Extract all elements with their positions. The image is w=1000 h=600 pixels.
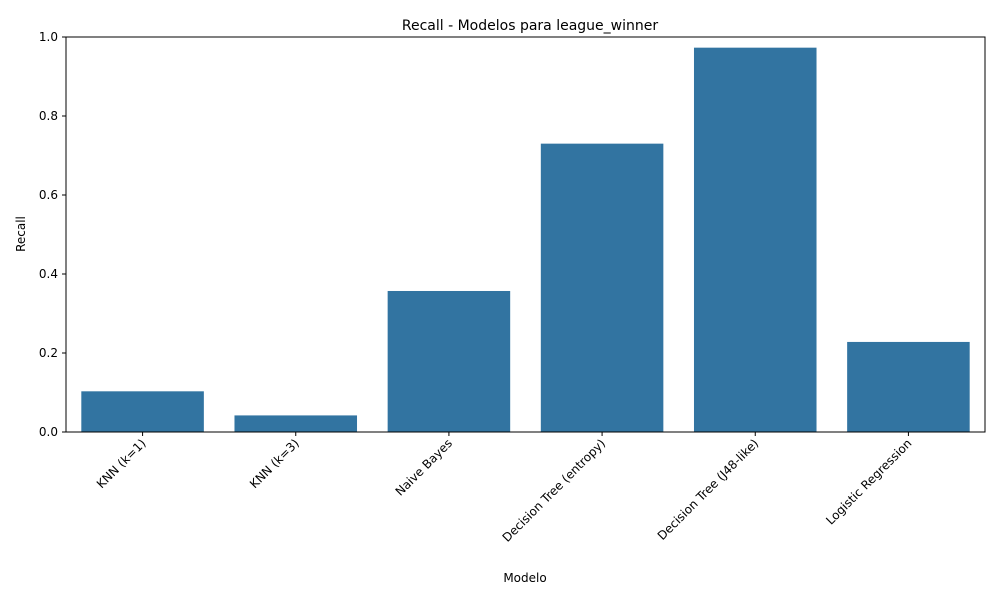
bar-3 bbox=[540, 143, 664, 432]
y-axis-label: Recall bbox=[14, 216, 28, 252]
bar-5 bbox=[847, 341, 970, 432]
y-tick-label: 0.0 bbox=[39, 425, 58, 439]
bar-1 bbox=[234, 415, 358, 432]
x-tick-label: KNN (k=1) bbox=[94, 436, 149, 491]
x-axis-label: Modelo bbox=[503, 571, 546, 585]
axes-layer bbox=[65, 36, 986, 433]
bar-4 bbox=[693, 47, 817, 432]
x-tick-label: Logistic Regression bbox=[823, 436, 914, 527]
bar-0 bbox=[81, 391, 204, 432]
y-tick-label: 0.6 bbox=[39, 188, 58, 202]
x-tick-label: Decision Tree (J48-like) bbox=[655, 436, 762, 543]
x-tick-label: Decision Tree (entropy) bbox=[500, 436, 609, 545]
y-tick-label: 0.8 bbox=[39, 109, 58, 123]
y-tick-label: 0.2 bbox=[39, 346, 58, 360]
x-tick-label: Naive Bayes bbox=[393, 436, 455, 498]
bar-2 bbox=[387, 290, 511, 432]
x-tick-label: KNN (k=3) bbox=[247, 436, 302, 491]
axes-frame bbox=[65, 36, 986, 433]
y-tick-label: 0.4 bbox=[39, 267, 58, 281]
bars-layer bbox=[81, 47, 970, 432]
chart-title: Recall - Modelos para league_winner bbox=[402, 18, 658, 34]
y-tick-label: 1.0 bbox=[39, 30, 58, 44]
